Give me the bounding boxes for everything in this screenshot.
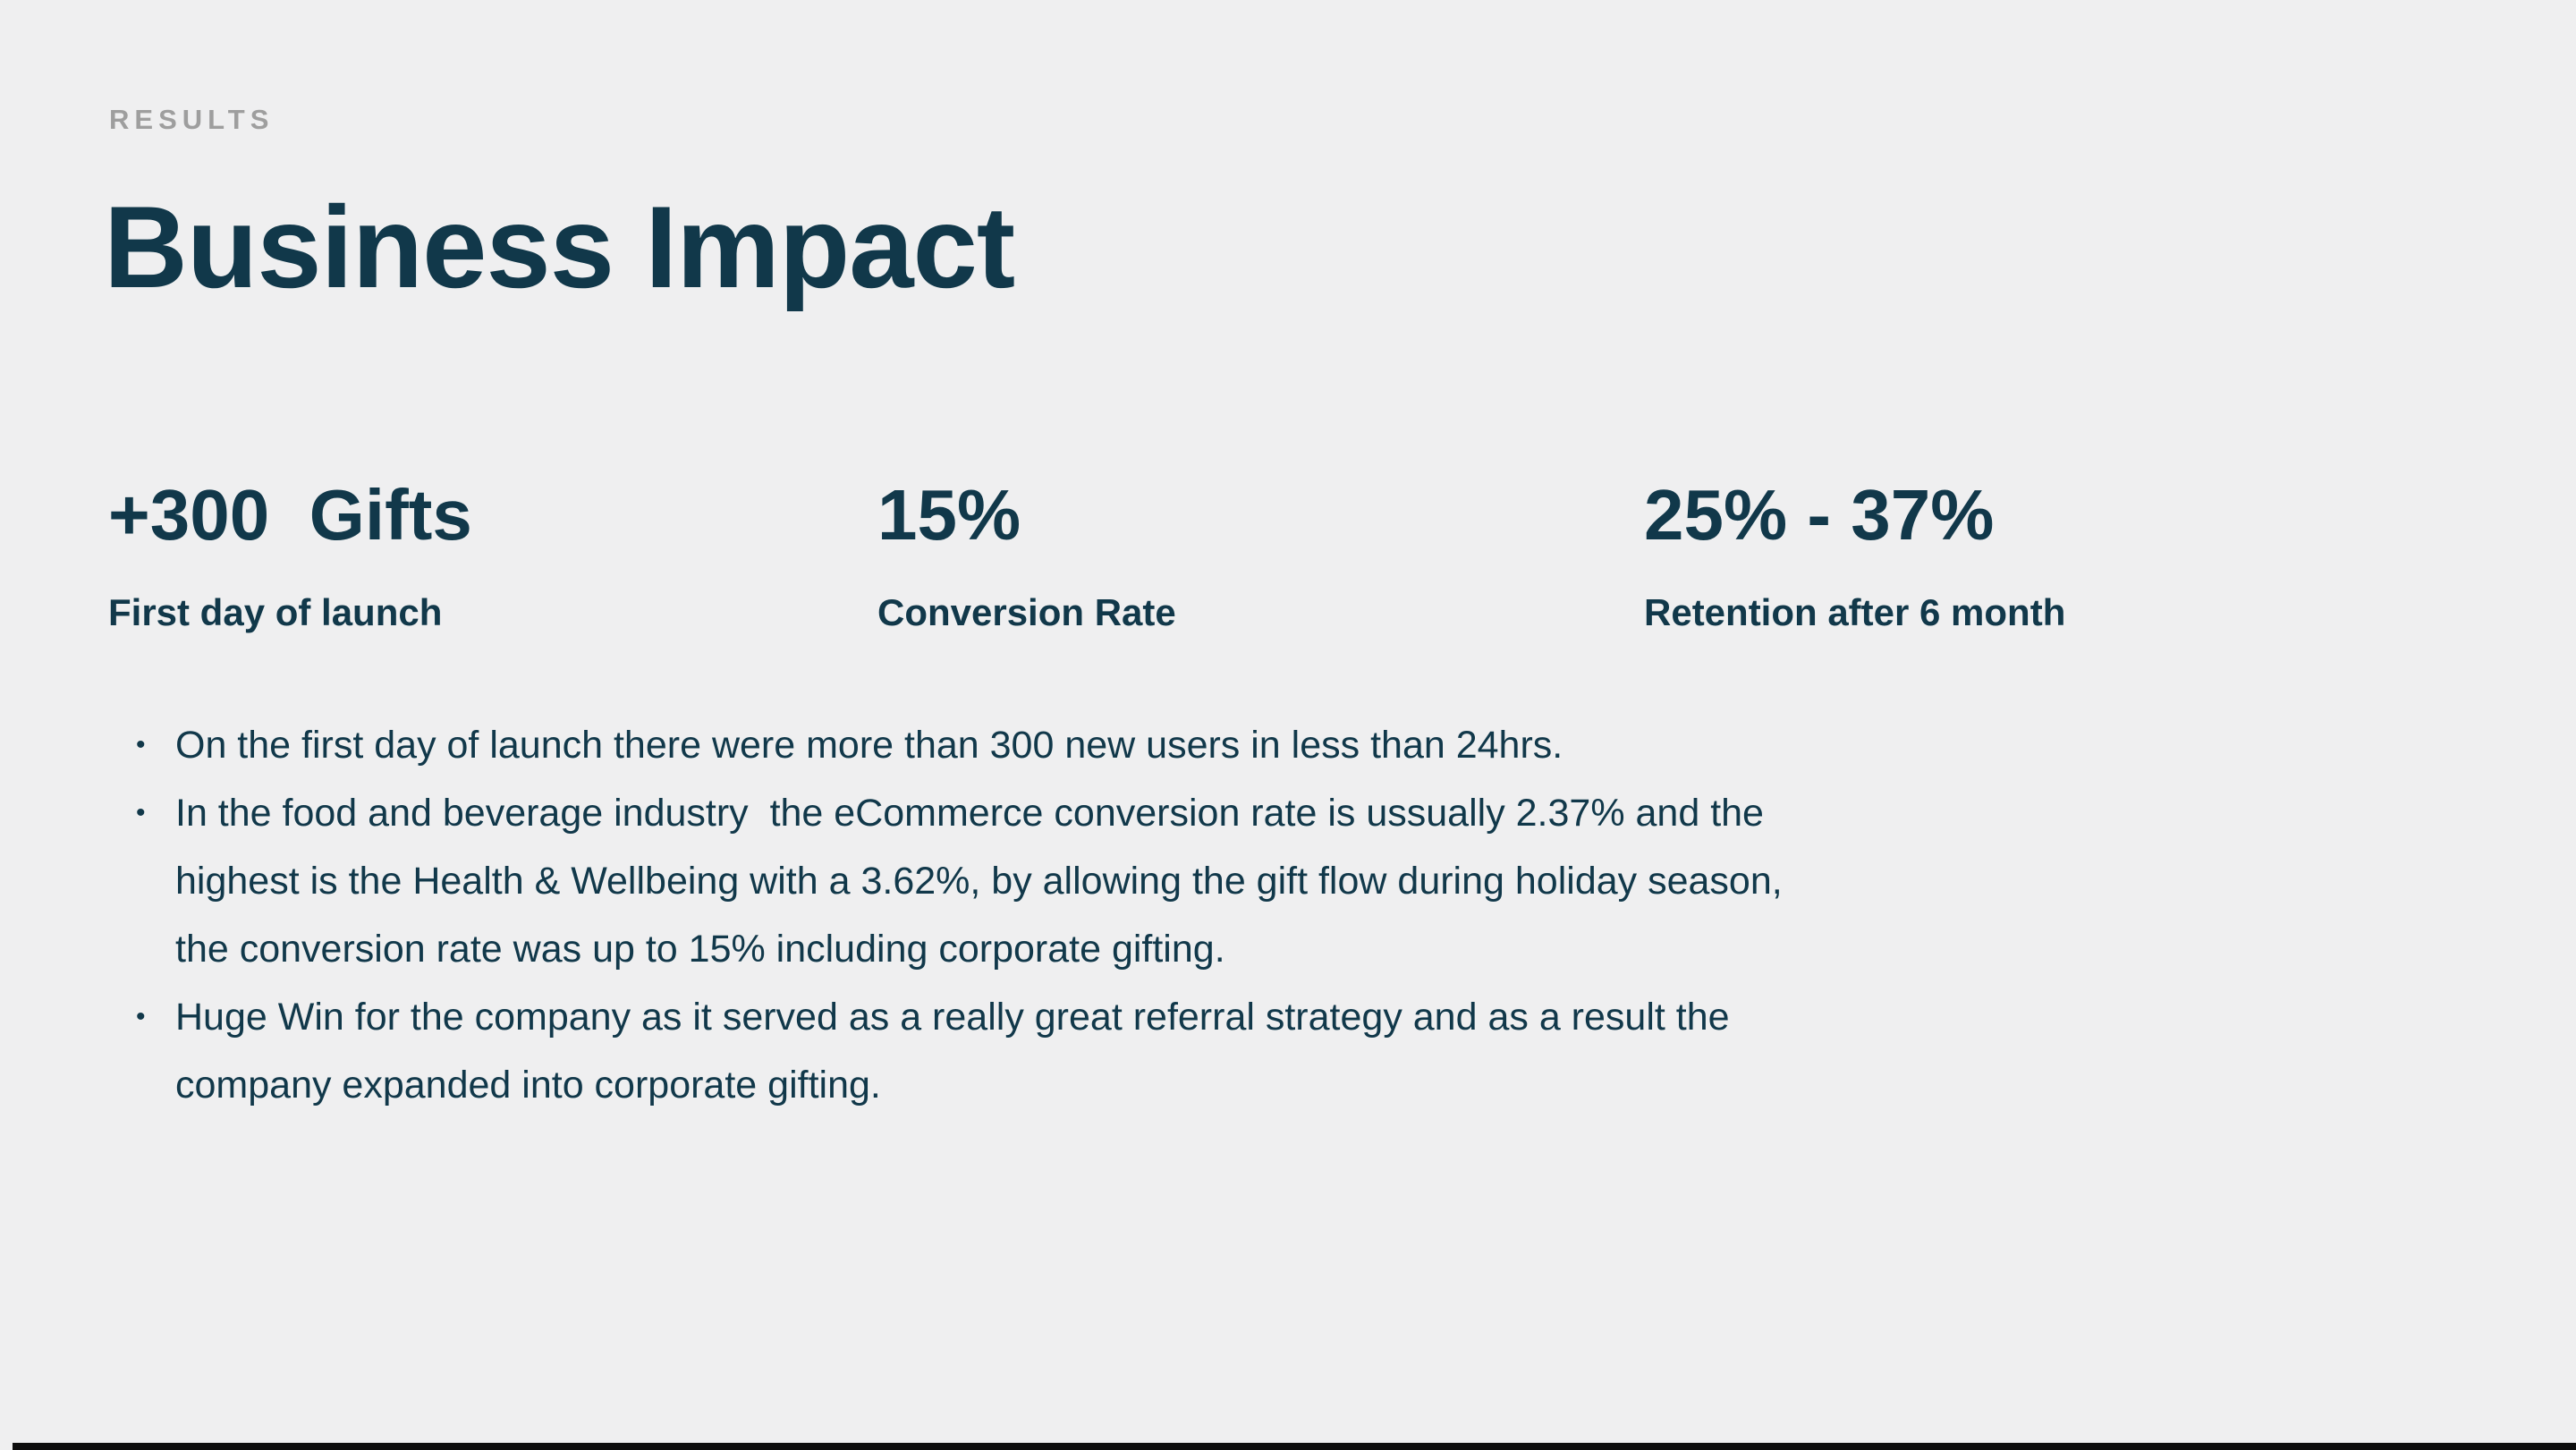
stat-retention: 25% - 37% Retention after 6 month xyxy=(1644,479,2065,632)
stat-gifts-value: +300 Gifts xyxy=(108,475,472,555)
stat-gifts-label: First day of launch xyxy=(108,591,443,633)
stat-gifts: +300 Gifts First day of launch xyxy=(108,479,472,632)
stat-conversion-label: Conversion Rate xyxy=(877,591,1176,633)
list-item: • In the food and beverage industry the … xyxy=(136,779,2059,983)
bullet-text: Huge Win for the company as it served as… xyxy=(175,996,1730,1107)
eyebrow-label: RESULTS xyxy=(109,104,275,135)
stat-retention-value: 25% - 37% xyxy=(1644,475,1995,555)
bullet-dot-icon: • xyxy=(136,730,146,759)
stat-conversion: 15% Conversion Rate xyxy=(877,479,1176,632)
list-item: • On the first day of launch there were … xyxy=(136,711,2059,779)
bullet-dot-icon: • xyxy=(136,798,146,827)
bullet-dot-icon: • xyxy=(136,1002,146,1031)
bullet-list: • On the first day of launch there were … xyxy=(136,711,2059,1119)
bullet-text: On the first day of launch there were mo… xyxy=(175,724,1563,767)
footer-bar xyxy=(13,1443,2576,1450)
bullet-text: In the food and beverage industry the eC… xyxy=(175,792,1783,971)
list-item: • Huge Win for the company as it served … xyxy=(136,983,2059,1119)
stat-conversion-value: 15% xyxy=(877,475,1021,555)
page-title: Business Impact xyxy=(104,182,1015,312)
stat-retention-label: Retention after 6 month xyxy=(1644,591,2066,633)
